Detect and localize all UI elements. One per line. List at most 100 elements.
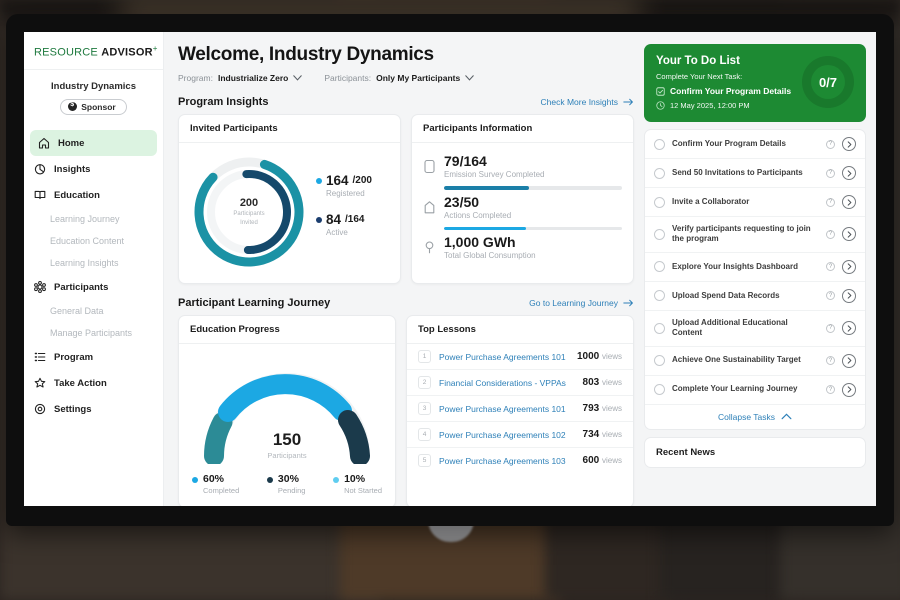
sidebar-item-education-label: Education (54, 189, 100, 201)
survey-icon (424, 159, 435, 174)
go-to-learning-journey-link[interactable]: Go to Learning Journey (529, 298, 634, 308)
todo-checkbox[interactable] (654, 290, 665, 302)
todo-item[interactable]: Send 50 Invitations to Participants? (645, 159, 865, 188)
help-icon[interactable]: ? (826, 168, 835, 178)
todo-item-label: Complete Your Learning Journey (672, 384, 798, 394)
sidebar-item-education-content-label: Education Content (50, 236, 125, 247)
help-icon[interactable]: ? (826, 139, 835, 149)
todo-open-button[interactable] (842, 259, 856, 274)
todo-open-button[interactable] (842, 227, 856, 242)
todo-checkbox[interactable] (654, 228, 665, 240)
sidebar-item-program[interactable]: Program (24, 344, 163, 370)
todo-open-button[interactable] (842, 195, 856, 209)
settings-icon (34, 404, 46, 415)
help-icon[interactable]: ? (826, 262, 835, 272)
todo-item[interactable]: Achieve One Sustainability Target? (645, 347, 865, 376)
recent-news-title: Recent News (656, 446, 716, 458)
sidebar-item-education-content[interactable]: Education Content (24, 230, 163, 252)
lesson-title-link[interactable]: Financial Considerations - VPPAs (439, 377, 566, 388)
todo-item[interactable]: Upload Additional Educational Content? (645, 311, 865, 347)
todo-open-button[interactable] (842, 321, 856, 336)
sidebar-item-settings[interactable]: Settings (24, 396, 163, 422)
donut-center-number: 200 (239, 196, 259, 209)
sidebar-item-learning-insights-label: Learning Insights (50, 258, 119, 269)
sidebar-item-participants[interactable]: Participants (24, 274, 163, 300)
sponsor-badge[interactable]: Sponsor (60, 98, 127, 115)
todo-next-task-label: Confirm Your Program Details (670, 86, 792, 96)
education-legend-percent: 10% (344, 473, 366, 485)
lesson-views: 600 views (582, 455, 622, 466)
todo-item[interactable]: Verify participants requesting to join t… (645, 217, 865, 253)
table-row[interactable]: 2 Financial Considerations - VPPAs 803 vie… (407, 370, 633, 396)
check-more-insights-label: Check More Insights (540, 97, 618, 107)
app-logo[interactable]: RESOURCE ADVISOR+ (24, 32, 163, 70)
sidebar-item-general-data[interactable]: General Data (24, 300, 163, 322)
participants-filter[interactable]: Participants: Only My Participants (324, 73, 474, 83)
table-row[interactable]: 4 Power Purchase Agreements 102 734 views (407, 422, 633, 448)
program-filter-value: Industrialize Zero (217, 73, 289, 83)
collapse-tasks-label: Collapse Tasks (717, 411, 775, 422)
take-action-icon (34, 377, 46, 388)
todo-item-label: Achieve One Sustainability Target (672, 355, 801, 365)
lesson-title-link[interactable]: Power Purchase Agreements 103 (439, 455, 566, 466)
collapse-tasks-button[interactable]: Collapse Tasks (645, 405, 865, 429)
todo-item[interactable]: Confirm Your Program Details? (645, 130, 865, 159)
lesson-title-link[interactable]: Power Purchase Agreements 102 (439, 429, 566, 440)
todo-open-button[interactable] (842, 288, 856, 303)
participants-information-title: Participants Information (412, 115, 633, 143)
todo-checkbox[interactable] (654, 167, 665, 179)
todo-open-button[interactable] (842, 137, 856, 151)
todo-checkbox[interactable] (654, 322, 665, 334)
participant-stat-progress-bar (444, 186, 622, 190)
todo-open-button[interactable] (842, 353, 856, 368)
todo-item[interactable]: Upload Spend Data Records? (645, 282, 865, 311)
table-row[interactable]: 3 Power Purchase Agreements 101 793 views (407, 396, 633, 422)
lesson-title-link[interactable]: Power Purchase Agreements 101 (439, 351, 566, 362)
todo-checkbox[interactable] (654, 138, 665, 150)
todo-item[interactable]: Explore Your Insights Dashboard? (645, 253, 865, 282)
legend-dot-icon (333, 477, 340, 483)
todo-item[interactable]: Invite a Collaborator? (645, 188, 865, 217)
todo-next-task[interactable]: Confirm Your Program Details (656, 86, 854, 96)
todo-checkbox[interactable] (654, 261, 665, 273)
education-icon (34, 191, 46, 200)
invited-participants-title: Invited Participants (179, 115, 400, 143)
learning-journey-cards: Education Progress 150 Particip (178, 315, 634, 506)
donut-center-caption-1: Participants (233, 210, 265, 217)
program-filter[interactable]: Program: Industrialize Zero (178, 73, 303, 83)
education-progress-card: Education Progress 150 Particip (178, 315, 396, 506)
sidebar-item-insights[interactable]: Insights (24, 156, 163, 182)
go-to-learning-journey-label: Go to Learning Journey (529, 298, 618, 308)
todo-open-button[interactable] (842, 382, 856, 397)
help-icon[interactable]: ? (826, 385, 835, 395)
sidebar-item-general-data-label: General Data (50, 306, 104, 317)
invited-legend-total: /200 (352, 175, 372, 186)
todo-item[interactable]: Complete Your Learning Journey? (645, 376, 865, 405)
sidebar-item-home[interactable]: Home (30, 130, 157, 157)
table-row[interactable]: 5 Power Purchase Agreements 103 600 views (407, 448, 633, 473)
participant-stat-value: 1,000 GWh (444, 234, 516, 251)
sidebar-item-learning-insights[interactable]: Learning Insights (24, 252, 163, 274)
help-icon[interactable]: ? (826, 323, 835, 333)
gauge-center-number: 150 (272, 430, 302, 449)
sidebar-item-manage-participants[interactable]: Manage Participants (24, 322, 163, 344)
help-icon[interactable]: ? (826, 197, 835, 207)
todo-checkbox[interactable] (654, 355, 665, 367)
todo-checkbox[interactable] (654, 384, 665, 396)
check-more-insights-link[interactable]: Check More Insights (541, 97, 634, 107)
arrow-right-icon (623, 299, 633, 307)
lesson-title-link[interactable]: Power Purchase Agreements 101 (439, 403, 566, 414)
sidebar-item-education[interactable]: Education (24, 182, 163, 208)
table-row[interactable]: 1 Power Purchase Agreements 101 1000 views (407, 344, 633, 370)
help-icon[interactable]: ? (826, 356, 835, 366)
todo-checkbox[interactable] (654, 196, 665, 208)
screen: RESOURCE ADVISOR+ Industry Dynamics Spon… (24, 32, 876, 506)
help-icon[interactable]: ? (826, 229, 835, 239)
sidebar-item-learning-journey[interactable]: Learning Journey (24, 208, 163, 230)
program-icon (34, 352, 46, 362)
invited-legend-value: 84/164 (316, 212, 389, 227)
help-icon[interactable]: ? (826, 291, 835, 301)
sidebar-item-take-action[interactable]: Take Action (24, 370, 163, 396)
todo-open-button[interactable] (842, 166, 856, 180)
chevron-right-icon (847, 169, 851, 177)
